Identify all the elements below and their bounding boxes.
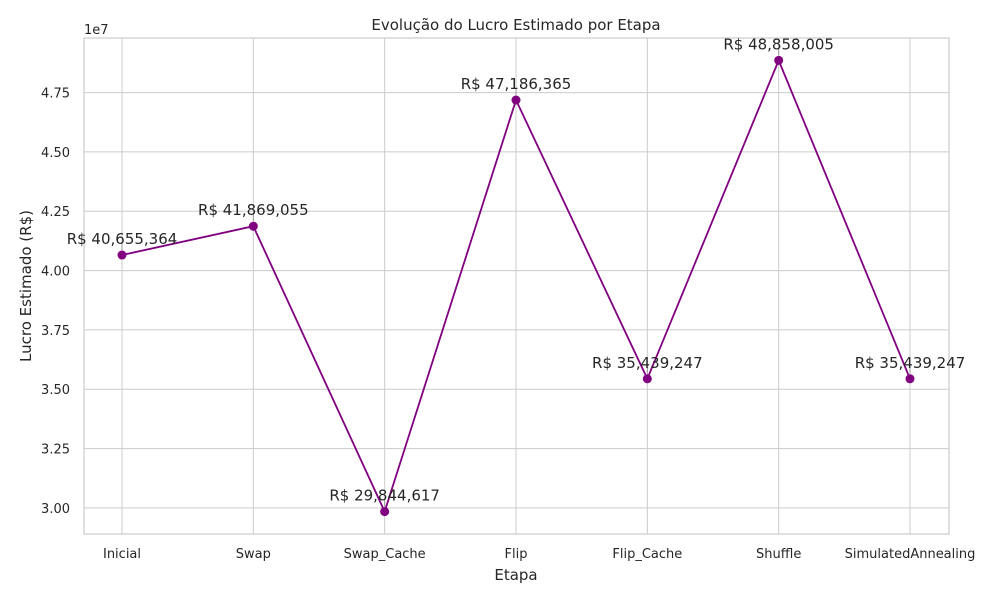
x-tick-label: Shuffle bbox=[756, 547, 801, 562]
x-tick-label: Flip bbox=[505, 547, 528, 562]
y-tick-label: 4.50 bbox=[41, 146, 70, 161]
plot-frame bbox=[83, 37, 950, 535]
x-tick-label: Swap_Cache bbox=[344, 547, 426, 562]
y-tick-label: 3.75 bbox=[41, 324, 70, 339]
grid bbox=[84, 38, 949, 534]
data-label: R$ 48,858,005 bbox=[723, 35, 834, 53]
data-label: R$ 35,439,247 bbox=[855, 354, 966, 372]
data-point bbox=[774, 55, 784, 65]
data-label: R$ 40,655,364 bbox=[67, 230, 178, 248]
x-tick-label: Inicial bbox=[103, 547, 141, 562]
x-tick-label: SimulatedAnnealing bbox=[845, 547, 976, 562]
x-tick-label: Swap bbox=[236, 547, 271, 562]
series bbox=[117, 55, 915, 517]
y-ticks: 3.00 3.25 3.50 3.75 4.00 4.25 4.50 4.75 bbox=[41, 87, 70, 517]
data-point bbox=[511, 95, 521, 105]
data-label: R$ 29,844,617 bbox=[329, 487, 440, 505]
y-tick-label: 4.75 bbox=[41, 87, 70, 102]
data-label: R$ 41,869,055 bbox=[198, 201, 309, 219]
chart-title: Evolução do Lucro Estimado por Etapa bbox=[371, 16, 660, 34]
data-point bbox=[248, 221, 258, 231]
x-axis-label: Etapa bbox=[494, 566, 537, 584]
data-point bbox=[642, 374, 652, 384]
y-tick-label: 3.00 bbox=[41, 502, 70, 517]
data-label: R$ 47,186,365 bbox=[461, 75, 572, 93]
y-tick-label: 4.00 bbox=[41, 265, 70, 280]
y-tick-label: 3.25 bbox=[41, 443, 70, 458]
y-tick-label: 3.50 bbox=[41, 383, 70, 398]
data-label: R$ 35,439,247 bbox=[592, 354, 703, 372]
x-ticks: Inicial Swap Swap_Cache Flip Flip_Cache Shuff… bbox=[103, 547, 975, 562]
data-labels: R$ 40,655,364 R$ 41,869,055 R$ 29,844,617 R… bbox=[67, 35, 966, 507]
y-axis-label: Lucro Estimado (R$) bbox=[17, 210, 35, 362]
data-point bbox=[905, 374, 915, 384]
data-point bbox=[380, 507, 390, 517]
x-tick-label: Flip_Cache bbox=[612, 547, 682, 562]
data-point bbox=[117, 250, 127, 260]
y-tick-label: 4.25 bbox=[41, 205, 70, 220]
y-offset-label: 1e7 bbox=[84, 23, 109, 38]
